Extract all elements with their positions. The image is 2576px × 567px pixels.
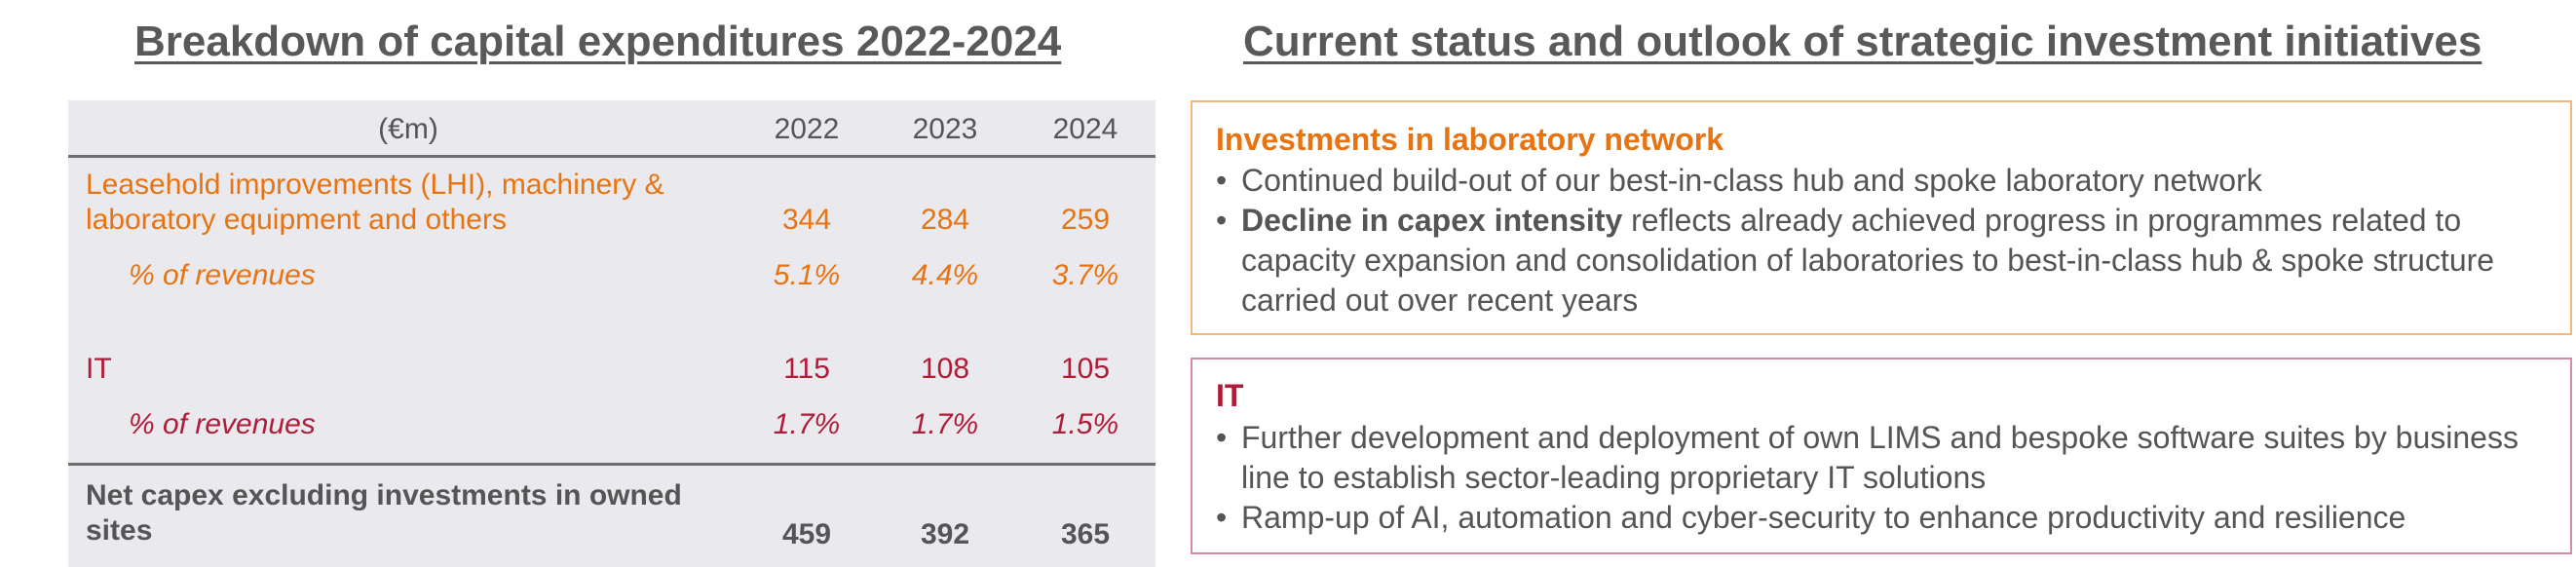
bullet-dot: • (1216, 420, 1228, 455)
header-divider (68, 155, 1155, 158)
net-label-line2: sites (86, 514, 153, 547)
it-bullet-1-text: Further development and deployment of ow… (1241, 420, 2519, 495)
left-title: Breakdown of capital expenditures 2022-2… (134, 18, 1062, 65)
year-header-2024: 2024 (1052, 113, 1118, 145)
bullet-dot: • (1216, 203, 1228, 238)
lhi-value-2024: 259 (1060, 204, 1111, 236)
lab-bullet-1-text: Continued build-out of our best-in-class… (1241, 163, 2262, 198)
year-header-2023: 2023 (912, 113, 978, 145)
lhi-pct-2022: 5.1% (773, 259, 841, 291)
lhi-label-line2: laboratory equipment and others (86, 204, 507, 236)
it-box-heading: IT (1216, 378, 1244, 413)
unit-header: (€m) (378, 113, 438, 145)
laboratory-network-box: Investments in laboratory network • Cont… (1191, 100, 2572, 335)
right-title: Current status and outlook of strategic … (1243, 18, 2482, 65)
it-bullet-2-text: Ramp-up of AI, automation and cyber-secu… (1241, 500, 2406, 535)
it-pct-label: % of revenues (129, 408, 316, 440)
net-label-line1: Net capex excluding investments in owned (86, 479, 682, 511)
capex-table: (€m) 2022 2023 2024 Leasehold improvemen… (68, 100, 1155, 567)
net-value-2024: 365 (1060, 518, 1111, 550)
it-pct-2024: 1.5% (1051, 408, 1119, 440)
lab-bullet-2: • Decline in capex intensity reflects al… (1216, 201, 2551, 321)
it-pct-2022: 1.7% (773, 408, 841, 440)
lhi-value-2023: 284 (920, 204, 970, 236)
it-label: IT (86, 353, 112, 385)
it-value-2023: 108 (920, 353, 970, 385)
it-value-2022: 115 (783, 353, 830, 385)
lab-bullet-1: • Continued build-out of our best-in-cla… (1216, 161, 2551, 201)
lab-bullet-2-text: reflects already achieved progress in pr… (1241, 203, 2495, 318)
lhi-label-line1: Leasehold improvements (LHI), machinery … (86, 169, 664, 201)
lab-bullet-2-bold: Decline in capex intensity (1241, 203, 1623, 238)
net-value-2023: 392 (920, 518, 970, 550)
lhi-pct-2024: 3.7% (1051, 259, 1119, 291)
it-bullet-1: • Further development and deployment of … (1216, 418, 2551, 498)
it-bullet-2: • Ramp-up of AI, automation and cyber-se… (1216, 498, 2551, 538)
lhi-value-2022: 344 (781, 204, 832, 236)
it-box: IT • Further development and deployment … (1191, 358, 2572, 554)
total-divider (68, 463, 1155, 466)
it-pct-2023: 1.7% (911, 408, 979, 440)
it-value-2024: 105 (1060, 353, 1111, 385)
lhi-pct-label: % of revenues (129, 259, 316, 291)
bullet-dot: • (1216, 500, 1228, 535)
lhi-pct-2023: 4.4% (911, 259, 979, 291)
net-value-2022: 459 (781, 518, 832, 550)
bullet-dot: • (1216, 163, 1228, 198)
lab-box-heading: Investments in laboratory network (1216, 122, 1724, 157)
year-header-2022: 2022 (774, 113, 840, 145)
